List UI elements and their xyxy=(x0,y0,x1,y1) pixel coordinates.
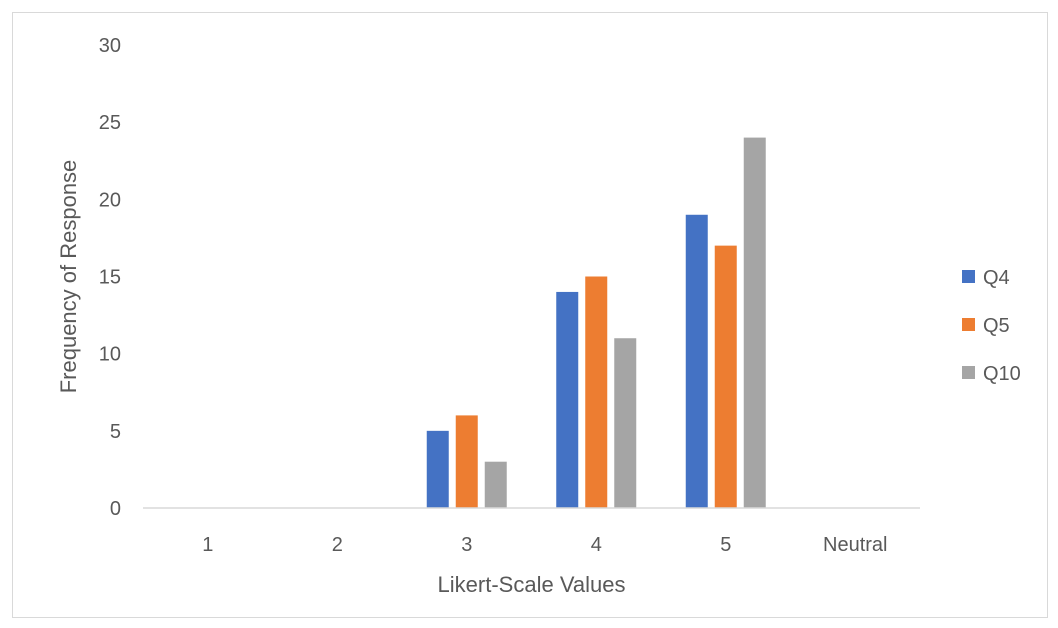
y-axis-ticks: 0 5 10 15 20 25 30 xyxy=(99,35,121,520)
x-tick-label: 5 xyxy=(720,534,731,556)
x-axis-ticks: 1 2 3 4 5 Neutral xyxy=(202,534,887,556)
legend-label-q10: Q10 xyxy=(983,363,1021,385)
y-tick-label: 5 xyxy=(110,421,121,443)
bar-q4-3 xyxy=(426,430,449,508)
bars xyxy=(426,137,766,508)
x-tick-label: 1 xyxy=(202,534,213,556)
bar-q4-5 xyxy=(685,214,708,508)
x-tick-label: 2 xyxy=(332,534,343,556)
x-tick-label: Neutral xyxy=(823,534,887,556)
bar-q10-5 xyxy=(743,137,766,508)
bar-q5-3 xyxy=(455,415,478,508)
bar-q10-3 xyxy=(484,461,507,508)
bar-q4-4 xyxy=(556,291,579,508)
y-axis-title: Frequency of Response xyxy=(56,160,81,394)
legend-swatch-q5 xyxy=(962,318,975,331)
chart-frame xyxy=(12,12,1048,618)
y-tick-label: 0 xyxy=(110,498,121,520)
y-tick-label: 15 xyxy=(99,267,121,289)
bar-q5-5 xyxy=(714,245,737,508)
legend-swatch-q10 xyxy=(962,366,975,379)
legend-label-q4: Q4 xyxy=(983,267,1010,289)
x-tick-label: 3 xyxy=(461,534,472,556)
y-tick-label: 25 xyxy=(99,112,121,134)
y-tick-label: 10 xyxy=(99,344,121,366)
y-tick-label: 30 xyxy=(99,35,121,57)
bar-q10-4 xyxy=(614,338,637,508)
legend: Q4 Q5 Q10 xyxy=(962,267,1021,385)
x-tick-label: 4 xyxy=(591,534,602,556)
legend-label-q5: Q5 xyxy=(983,315,1010,337)
bar-q5-4 xyxy=(585,276,608,508)
legend-swatch-q4 xyxy=(962,270,975,283)
x-axis-title: Likert-Scale Values xyxy=(438,572,626,597)
y-tick-label: 20 xyxy=(99,189,121,211)
